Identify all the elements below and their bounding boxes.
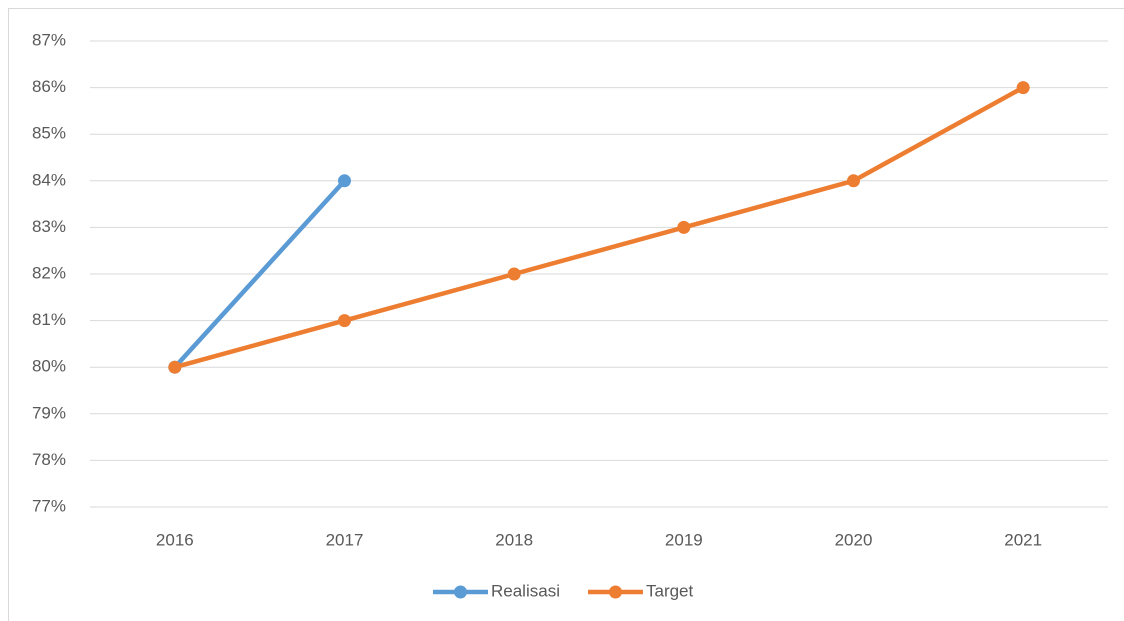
point-marker: [507, 267, 521, 281]
point-marker: [677, 220, 691, 234]
y-tick-label: 85%: [32, 124, 66, 143]
series-line: [174, 85, 1025, 370]
x-tick-label: 2020: [835, 530, 873, 549]
y-tick-label: 77%: [32, 496, 66, 515]
y-tick-label: 81%: [32, 310, 66, 329]
x-tick-label: 2019: [665, 530, 703, 549]
x-tick-label: 2021: [1004, 530, 1042, 549]
y-tick-label: 84%: [32, 170, 66, 189]
y-tick-label: 79%: [32, 403, 66, 422]
y-tick-label: 86%: [32, 77, 66, 96]
x-tick-label: 2017: [326, 530, 364, 549]
y-tick-label: 83%: [32, 217, 66, 236]
y-tick-label: 87%: [32, 30, 66, 49]
series-line: [173, 179, 347, 369]
y-tick-label: 78%: [32, 450, 66, 469]
x-tick-label: 2016: [156, 530, 194, 549]
legend-label: Realisasi: [491, 581, 560, 600]
point-marker: [1016, 81, 1030, 95]
point-marker: [168, 360, 182, 374]
legend-marker: [608, 585, 622, 599]
point-marker: [847, 174, 860, 188]
point-marker: [338, 314, 351, 328]
x-tick-label: 2018: [495, 530, 533, 549]
chart-border: [8, 8, 1124, 621]
y-tick-label: 82%: [32, 263, 66, 282]
legend-label: Target: [646, 581, 694, 600]
point-marker: [338, 174, 351, 188]
y-tick-label: 80%: [32, 357, 66, 376]
legend-marker: [454, 585, 467, 599]
